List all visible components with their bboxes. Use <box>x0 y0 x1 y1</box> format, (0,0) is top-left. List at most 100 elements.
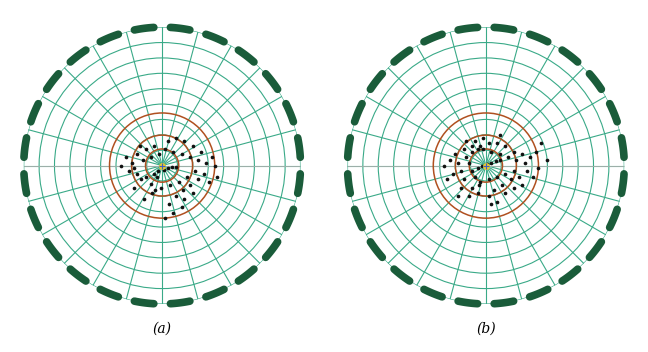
Point <box>164 201 174 207</box>
Circle shape <box>24 27 301 304</box>
Point <box>196 149 206 155</box>
Point <box>527 174 538 180</box>
Point <box>178 188 188 193</box>
Point <box>185 182 195 188</box>
Point <box>121 155 132 160</box>
Point <box>124 168 134 174</box>
Point <box>154 152 165 157</box>
Point <box>531 149 541 155</box>
Point <box>525 155 535 160</box>
Point <box>464 160 474 165</box>
Point <box>139 196 149 202</box>
Point <box>129 165 139 171</box>
Point <box>135 143 145 149</box>
Point <box>464 193 474 199</box>
Point <box>163 165 173 171</box>
Point <box>150 188 161 193</box>
Point <box>492 174 502 180</box>
Point <box>514 174 524 180</box>
Point <box>482 161 492 167</box>
Point <box>141 174 151 180</box>
Point <box>115 163 126 168</box>
Point <box>190 168 200 174</box>
Text: (b): (b) <box>476 322 496 336</box>
Point <box>491 159 501 164</box>
Point <box>132 152 143 157</box>
Point <box>459 146 469 152</box>
Point <box>486 160 496 165</box>
Point <box>461 138 472 144</box>
Point <box>137 157 148 163</box>
Point <box>165 182 176 188</box>
Point <box>475 180 485 185</box>
Point <box>209 163 220 168</box>
Point <box>511 157 522 163</box>
Point <box>163 138 173 144</box>
Point <box>467 168 477 174</box>
Point <box>500 190 511 196</box>
Point <box>185 155 195 160</box>
Point <box>467 149 477 155</box>
Point <box>168 149 178 155</box>
Point <box>187 190 198 196</box>
Point <box>167 164 177 170</box>
Point <box>500 171 511 177</box>
Point <box>456 168 466 174</box>
Point <box>509 185 519 190</box>
Point <box>470 138 480 144</box>
Point <box>520 160 530 165</box>
Point <box>179 138 189 144</box>
Point <box>483 177 494 182</box>
Point <box>141 146 151 152</box>
Point <box>456 185 466 190</box>
Point <box>193 177 203 182</box>
Point <box>448 171 458 177</box>
Point <box>193 157 203 163</box>
Point <box>168 210 178 215</box>
Point <box>182 174 192 180</box>
Point <box>494 132 505 138</box>
Point <box>509 168 519 174</box>
Point <box>475 143 485 149</box>
Point <box>132 171 143 177</box>
Point <box>476 163 487 168</box>
Point <box>204 180 214 185</box>
Point <box>159 215 170 221</box>
Point <box>156 185 166 190</box>
Point <box>489 188 500 193</box>
Point <box>439 163 450 168</box>
Point <box>516 182 527 188</box>
Point <box>129 185 139 190</box>
Point <box>478 146 489 152</box>
Point <box>179 196 189 202</box>
Point <box>470 174 480 180</box>
Point <box>171 135 181 141</box>
Point <box>472 146 483 152</box>
Text: (a): (a) <box>153 322 172 336</box>
Point <box>152 174 162 180</box>
Point <box>158 167 168 172</box>
Point <box>492 199 502 205</box>
Point <box>500 143 511 149</box>
Point <box>450 152 461 157</box>
Point <box>147 190 157 196</box>
Point <box>445 157 455 163</box>
Point <box>126 160 137 165</box>
Point <box>153 168 163 174</box>
Point <box>474 182 484 188</box>
Point <box>148 143 159 149</box>
Point <box>174 180 184 185</box>
Point <box>522 168 533 174</box>
Point <box>467 185 477 190</box>
Point <box>494 152 505 157</box>
Point <box>453 160 463 165</box>
Point <box>483 193 494 199</box>
Point <box>207 155 217 160</box>
Point <box>509 149 519 155</box>
Point <box>478 135 489 141</box>
Point <box>146 155 156 160</box>
Point <box>198 171 209 177</box>
Point <box>533 165 544 171</box>
Point <box>187 143 198 149</box>
Point <box>171 193 181 199</box>
